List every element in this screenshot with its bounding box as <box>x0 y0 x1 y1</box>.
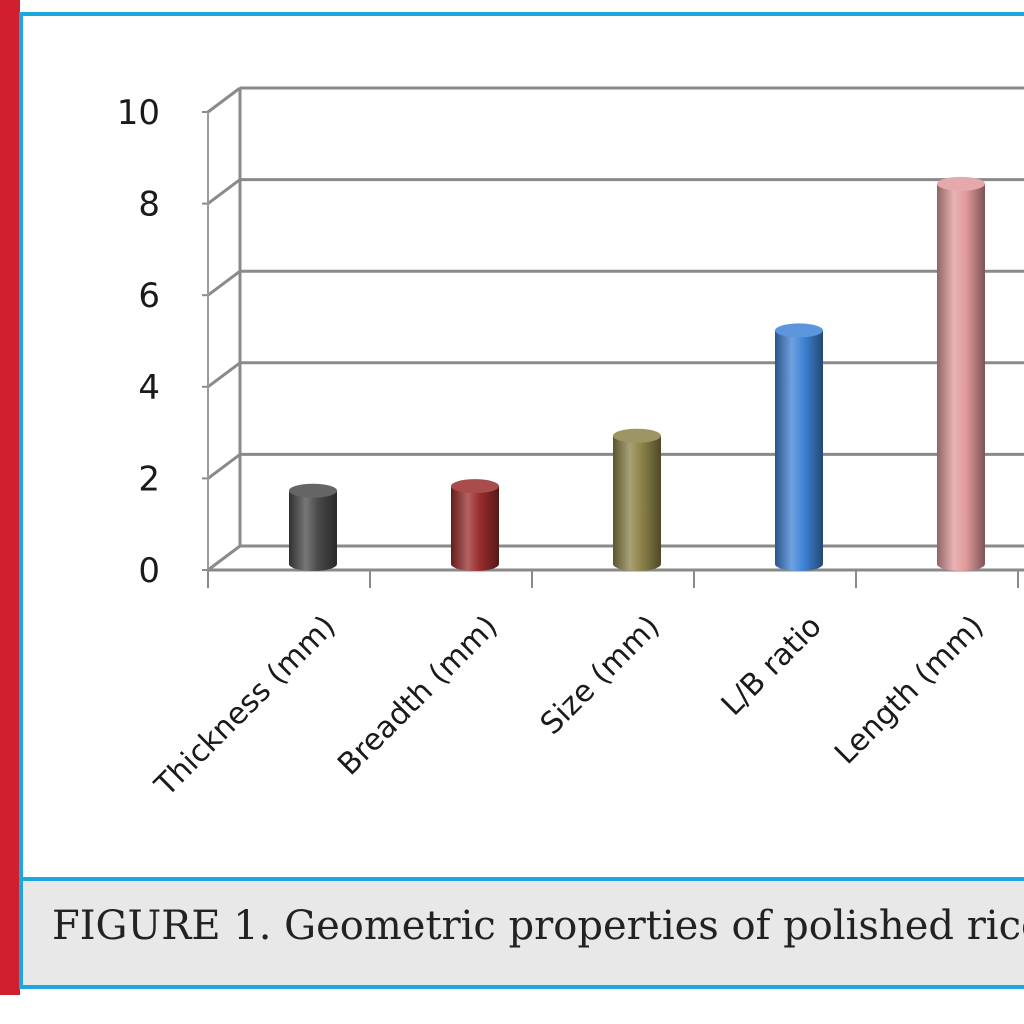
gridline-depth <box>207 361 241 388</box>
y-tick-label: 10 <box>117 93 160 133</box>
bar-length-mm <box>937 176 985 572</box>
bar-breadth-mm <box>451 479 499 571</box>
bar-l-b-ratio <box>775 323 823 571</box>
bar-body <box>937 183 985 572</box>
bar-size-mm <box>613 428 661 571</box>
y-tick-label: 2 <box>138 459 160 499</box>
bar-top <box>289 483 337 498</box>
bar-body <box>451 486 499 571</box>
gridline-depth <box>207 178 241 205</box>
x-tick-label: Thickness (mm) <box>148 609 343 804</box>
x-tick-label: L/B ratio <box>715 609 829 723</box>
gridline-depth <box>207 453 241 480</box>
y-tick-label: 6 <box>138 276 160 316</box>
y-tick-label: 0 <box>138 551 160 591</box>
x-tick-label: Length (mm) <box>828 609 991 772</box>
gridline-depth <box>207 270 241 297</box>
gridline-depth <box>207 544 241 572</box>
bar-chart: 0 2 4 6 8 10 Thickness (mm)Breadth (mm) Size (m… <box>117 86 1024 804</box>
bar-body <box>775 330 823 571</box>
caption-box <box>19 877 1024 989</box>
accent-bar <box>0 0 20 995</box>
gridline-depth <box>207 86 241 114</box>
bar-top <box>775 323 823 338</box>
bar-top <box>451 479 499 494</box>
y-tick-label: 8 <box>138 185 160 225</box>
bar-top <box>613 428 661 443</box>
bar-top <box>937 176 985 191</box>
x-tick-label: Size (mm) <box>534 609 667 742</box>
bar-body <box>289 490 337 571</box>
figure-caption: FIGURE 1. Geometric properties of polish… <box>52 903 1024 949</box>
y-tick-label: 4 <box>138 368 160 408</box>
bar-body <box>613 435 661 571</box>
bar-thickness-mm <box>289 483 337 571</box>
x-tick-label: Breadth (mm) <box>331 609 504 782</box>
